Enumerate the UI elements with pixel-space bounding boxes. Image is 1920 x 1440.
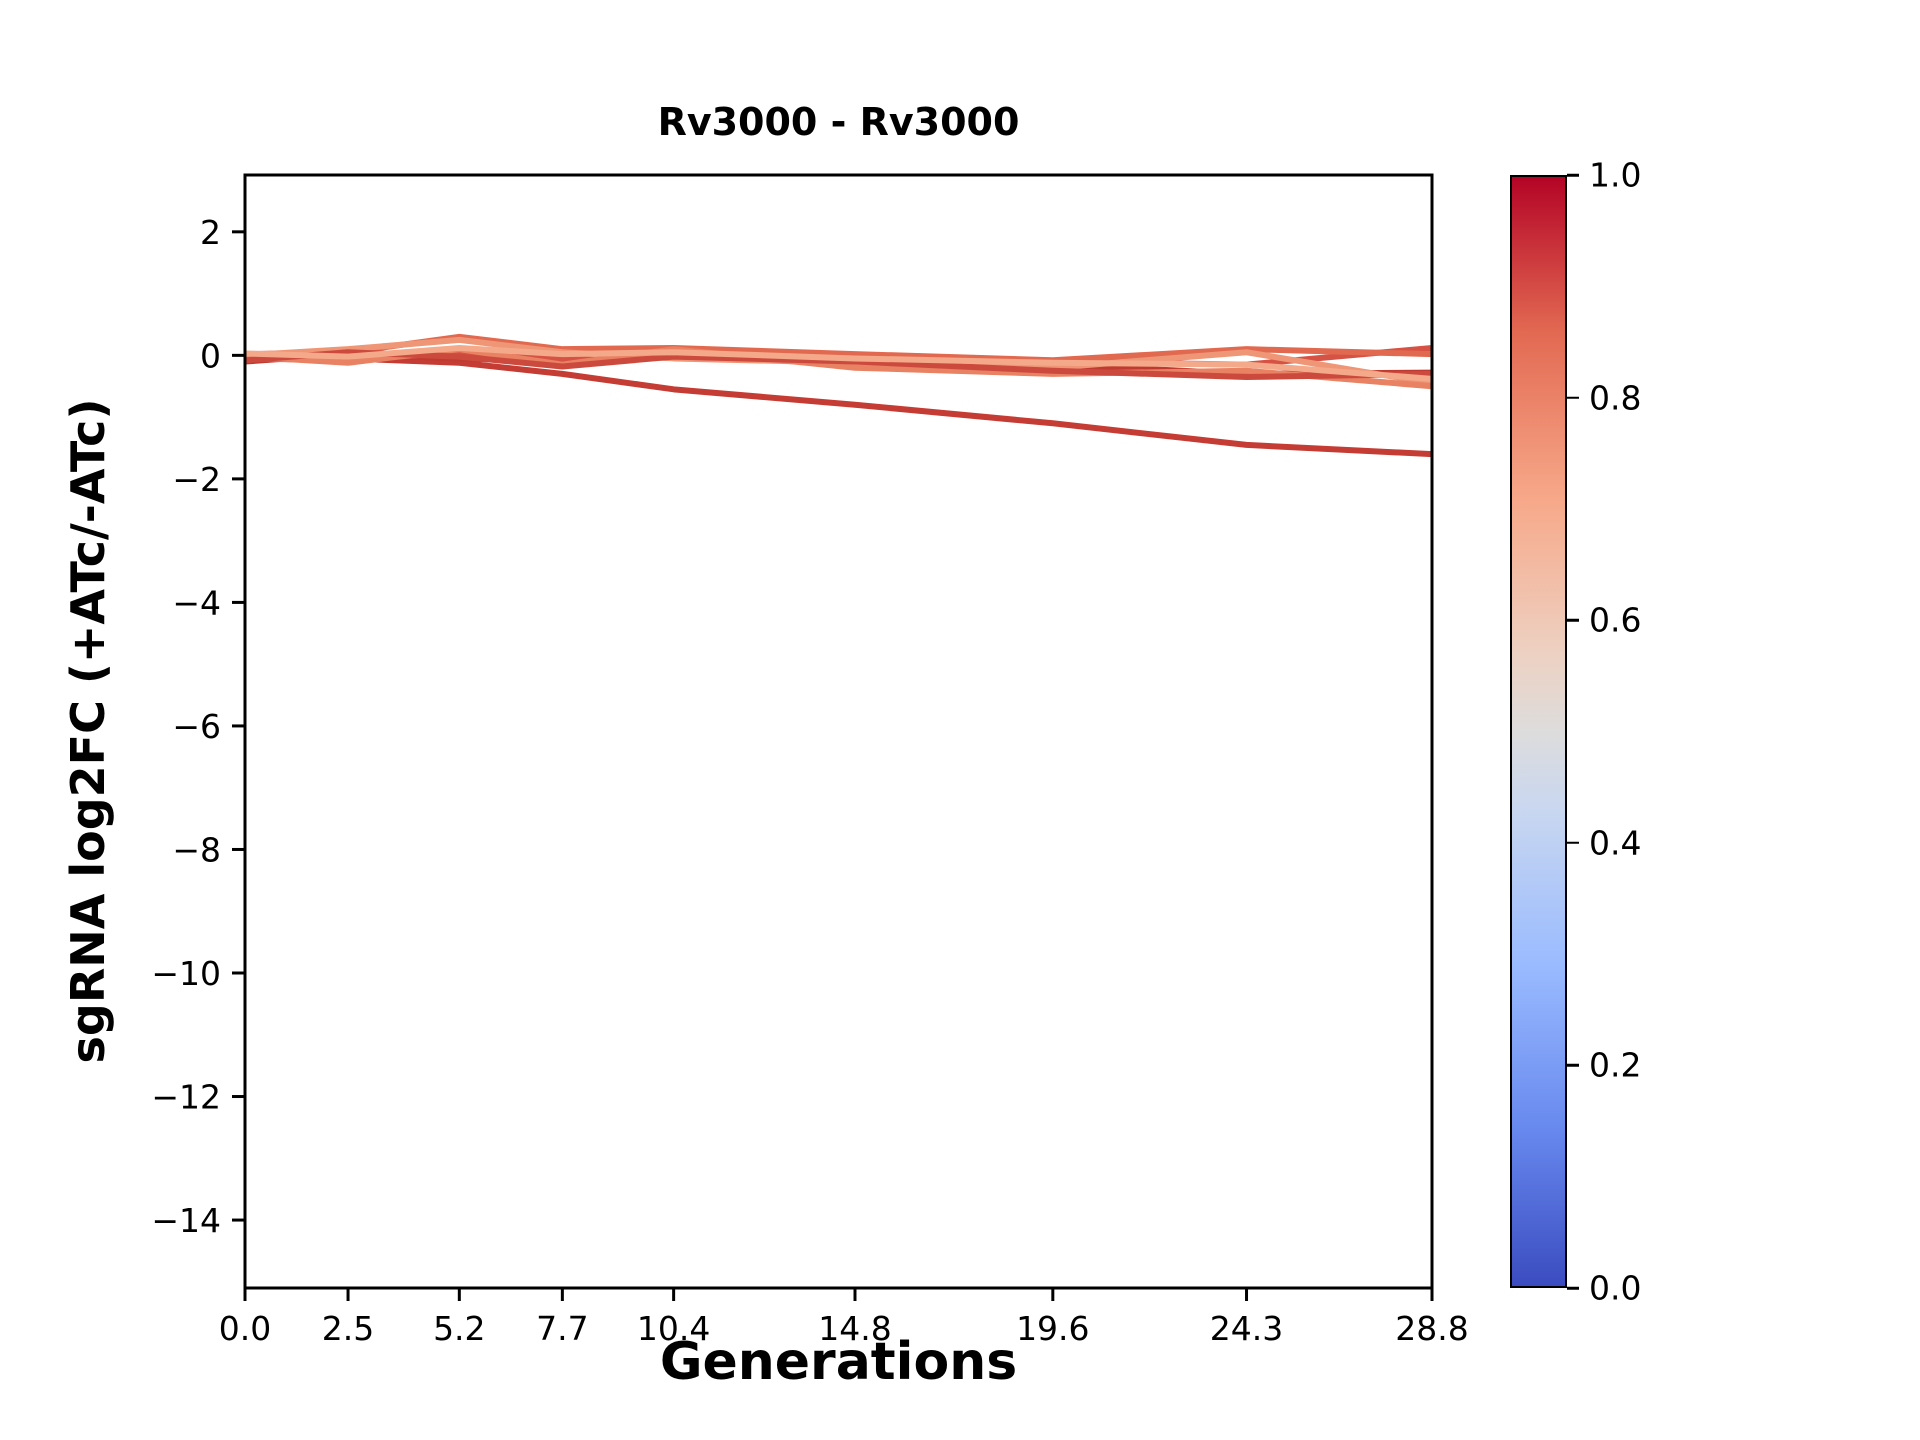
x-tick-label: 7.7: [536, 1309, 588, 1348]
colorbar-tick-mark: [1567, 618, 1579, 622]
y-tick-label: 2: [200, 213, 221, 252]
x-tick-label: 19.6: [1016, 1309, 1089, 1348]
y-axis-label: sgRNA log2FC (+ATc/-ATc): [61, 398, 115, 1064]
x-tick-label: 0.0: [219, 1309, 271, 1348]
y-tick-label: 0: [200, 336, 221, 375]
chart-title: Rv3000 - Rv3000: [657, 100, 1020, 144]
y-tick-label: −2: [172, 460, 221, 499]
axes-frame: [243, 173, 1434, 1290]
colorbar-tick-label: 1.0: [1589, 155, 1642, 195]
colorbar-tick-mark: [1567, 1064, 1579, 1067]
series-line-sgRNA-6: [245, 346, 1432, 390]
colorbar-tick-mark: [1567, 396, 1579, 399]
x-tick-label: 28.8: [1395, 1309, 1468, 1348]
y-tick-label: −4: [172, 583, 221, 622]
y-tick-label: −10: [151, 954, 221, 993]
x-tick-label: 2.5: [322, 1309, 374, 1348]
x-axis-label: Generations: [659, 1332, 1018, 1392]
x-tick-label: 14.8: [818, 1309, 891, 1348]
colorbar-tick-mark: [1567, 841, 1579, 845]
y-tick-label: −6: [172, 707, 221, 746]
plot-area: 0.0 2.5 5.2 7.7 10.4 14.8 19.6 24.3 28.8 2 0 −2 −4 −6…: [151, 173, 1469, 1348]
x-tick-label: 5.2: [433, 1309, 485, 1348]
series-line-sgRNA-8: [245, 344, 1432, 382]
colorbar-tick-mark: [1567, 173, 1579, 177]
x-tick-label: 24.3: [1210, 1309, 1283, 1348]
colorbar: 1.0 0.8 0.6 0.4 0.2 0.0: [1510, 156, 1641, 1308]
colorbar-tick-label: 0.0: [1589, 1268, 1642, 1308]
series-lines: [245, 333, 1432, 458]
x-tick-label: 10.4: [637, 1309, 710, 1348]
colorbar-tick-label: 0.8: [1589, 378, 1642, 418]
colorbar-tick-label: 0.4: [1589, 823, 1642, 863]
y-tick-label: −12: [151, 1078, 221, 1117]
colorbar-tick-label: 0.6: [1589, 600, 1642, 640]
colorbar-tick-label: 0.2: [1589, 1045, 1642, 1085]
colorbar-ticks: 1.0 0.8 0.6 0.4 0.2 0.0: [1567, 156, 1697, 1308]
colorbar-tick-mark: [1567, 1286, 1579, 1290]
y-tick-label: −14: [151, 1201, 221, 1240]
colorbar-gradient: [1510, 175, 1567, 1288]
y-tick-label: −8: [172, 830, 221, 869]
